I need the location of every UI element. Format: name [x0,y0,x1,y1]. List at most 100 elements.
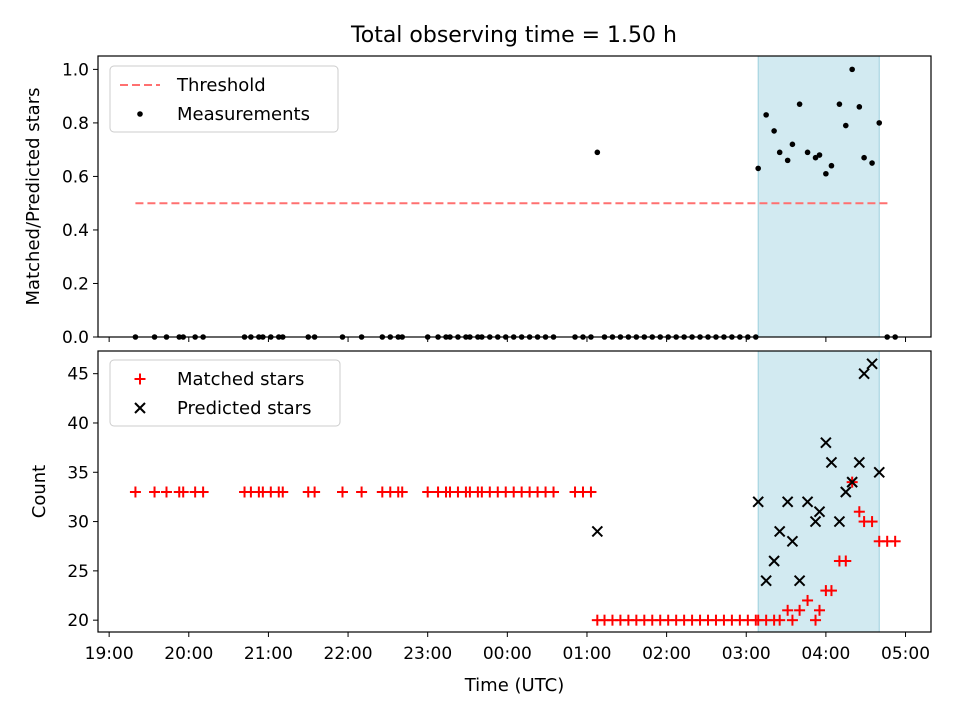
predicted-star-point [781,496,794,508]
legend-predicted-swatch [134,402,146,414]
legend-label: Matched stars [177,369,304,390]
measurement-point [856,104,863,110]
measurement-point [869,160,875,166]
matched-star-point [422,486,434,498]
predicted-star-point [820,436,832,449]
x-stroke-b [866,358,878,370]
predicted-star-point [833,515,846,528]
y-tick-label: 0.0 [62,328,89,348]
measurement-point [823,170,829,177]
predicted-star-point [809,515,822,528]
y-tick-label: 30 [67,513,89,533]
x-tick-label: 05:00 [881,644,930,664]
measurement-point [804,149,811,156]
x-stroke-b [853,456,866,469]
x-tick-label: 03:00 [722,644,771,664]
measurement-point [594,149,601,156]
x-stroke-b [760,575,772,587]
matched-star-point [396,486,408,498]
predicted-star-point [793,575,806,587]
x-stroke-b [781,496,794,508]
y-tick-label: 0.4 [62,221,89,241]
x-stroke-b [773,525,786,538]
y-tick-label: 45 [67,365,89,385]
x-stroke-b [809,515,822,528]
measurement-point [861,154,867,161]
measurement-point [828,162,835,169]
x-stroke-b [768,555,780,567]
predicted-star-point [813,506,826,518]
measurement-point [776,149,783,156]
x-stroke-b [833,515,846,528]
measurement-point [876,120,883,126]
y-axis-label: Count [29,465,50,518]
x-tick-label: 04:00 [801,644,850,664]
predicted-star-point [768,555,780,567]
y-tick-label: 35 [67,463,89,483]
legend-label: Measurements [177,104,310,125]
measurement-point [842,122,849,129]
legend-label: Predicted stars [177,398,311,419]
x-stroke-b [873,466,885,478]
matched-star-point [277,486,289,498]
matched-star-point [774,614,786,626]
matched-star-point [825,585,837,597]
x-stroke-b [825,456,838,469]
x-axis-label: Time (UTC) [464,675,565,696]
predicted-star-point [591,525,604,538]
matched-star-point [129,486,141,498]
y-tick-label: 20 [67,611,89,631]
observing-span [757,55,880,338]
predicted-star-point [846,476,858,488]
matched-star-point [782,604,794,616]
predicted-star-point [786,535,799,547]
legend-label: Threshold [176,75,266,96]
x-stroke-b [591,525,604,538]
predicted-star-point [801,496,814,508]
legend-box [109,359,341,427]
predicted-star-point [760,575,772,587]
matched-star-point [889,535,901,547]
matched-star-point [548,486,560,498]
predicted-star-point [873,466,885,478]
y-tick-label: 25 [67,562,89,582]
top-panel: 0.0 0.2 0.4 0.6 0.8 1.0 Matched/Predicted star… [23,55,932,348]
y-tick-label: 0.2 [62,274,89,294]
predicted-star-point [858,367,870,380]
matched-star-point [336,486,348,498]
measurement-point [763,112,769,118]
matched-star-point [853,506,865,518]
predicted-star-point [752,496,764,508]
plot-frame [97,55,932,338]
matched-star-point [802,594,814,606]
measurement-point [849,66,855,73]
x-stroke-b [793,575,806,587]
y-tick-label: 40 [67,414,89,434]
x-tick-label: 19:00 [85,644,134,664]
measurement-point [816,152,823,158]
x-tick-label: 01:00 [562,644,611,664]
matched-star-point [160,486,172,498]
x-stroke-b [846,476,858,488]
x-tick-label: 21:00 [244,644,293,664]
measurement-point [784,157,791,164]
matched-star-point [794,604,806,616]
x-tick-label: 00:00 [483,644,532,664]
matched-star-point [197,486,209,498]
measurement-point [812,154,819,161]
measurement-point [796,101,803,107]
matched-star-point [356,486,368,498]
x-stroke-b [858,367,870,380]
x-tick-label: 02:00 [642,644,691,664]
matched-star-point [149,486,161,498]
predicted-star-point [825,456,838,469]
measurement-point [789,141,796,148]
matched-star-point [309,486,321,498]
y-axis-label: Matched/Predicted stars [23,88,44,306]
measurement-point [836,101,843,107]
x-tick-label: 22:00 [324,644,373,664]
matched-star-point [814,604,826,616]
y-tick-label: 0.6 [62,167,89,187]
matched-star-point [585,486,597,498]
